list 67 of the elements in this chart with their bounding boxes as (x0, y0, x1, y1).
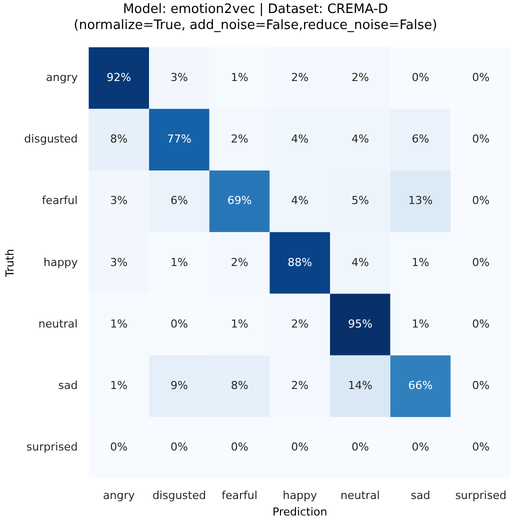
data-label: 2% (351, 70, 369, 84)
y-axis-title: Truth (3, 248, 16, 278)
data-label: 0% (472, 440, 490, 454)
data-label: 4% (351, 256, 369, 269)
y-tick-label: happy (44, 256, 78, 269)
data-label: 1% (230, 317, 248, 330)
y-tick-label: surprised (26, 440, 78, 454)
data-label: 3% (110, 194, 128, 208)
data-label: 66% (408, 379, 433, 392)
data-label: 95% (348, 317, 372, 330)
data-label: 0% (412, 70, 430, 84)
data-label: 2% (291, 70, 309, 84)
y-tick-label: disgusted (24, 132, 78, 146)
data-label: 0% (170, 317, 188, 330)
x-axis-title: Prediction (272, 505, 328, 518)
y-tick-label: fearful (42, 194, 78, 208)
data-label: 0% (472, 132, 490, 146)
data-label: 13% (408, 194, 433, 208)
data-label: 0% (472, 317, 490, 330)
data-label: 4% (291, 194, 309, 208)
y-tick-label: sad (58, 379, 78, 392)
data-label: 5% (351, 194, 369, 208)
data-label: 77% (166, 132, 192, 146)
data-label: 2% (230, 132, 248, 146)
data-label: 69% (227, 194, 252, 208)
data-label: 92% (106, 70, 132, 84)
chart-title: Model: emotion2vec | Dataset: CREMA-D (122, 2, 388, 18)
data-label: 0% (412, 440, 430, 454)
data-label: 8% (110, 132, 128, 146)
x-tick-label: happy (282, 489, 318, 502)
data-label: 1% (110, 317, 128, 330)
data-label: 0% (472, 194, 490, 208)
chart-subtitle: (normalize=True, add_noise=False,reduce_noise=False) (74, 18, 438, 33)
data-label: 1% (412, 317, 430, 330)
x-tick-label: surprised (455, 489, 506, 502)
data-label: 4% (291, 132, 309, 146)
data-label: 8% (230, 379, 248, 392)
data-label: 88% (288, 256, 312, 269)
data-label: 1% (170, 256, 188, 269)
data-label: 3% (110, 256, 128, 269)
data-label: 14% (348, 379, 372, 392)
data-label: 0% (110, 440, 128, 454)
x-tick-label: sad (410, 489, 430, 502)
data-label: 0% (230, 440, 248, 454)
data-label: 2% (291, 317, 309, 330)
data-label: 0% (351, 440, 369, 454)
data-label: 2% (291, 379, 309, 392)
data-label: 0% (472, 256, 490, 269)
data-label: 6% (170, 194, 188, 208)
data-label: 0% (472, 379, 490, 392)
data-label: 6% (412, 132, 430, 146)
data-label: 2% (230, 256, 248, 269)
data-label: 0% (472, 70, 490, 84)
x-tick-label: fearful (222, 489, 258, 502)
data-label: 4% (351, 132, 369, 146)
data-label: 0% (291, 440, 309, 454)
y-tick-label: angry (46, 70, 78, 84)
data-label: 1% (110, 379, 128, 392)
x-tick-label: disgusted (152, 489, 206, 502)
data-label: 1% (230, 70, 248, 84)
data-label: 3% (170, 70, 188, 84)
x-tick-label: angry (103, 489, 136, 502)
data-label: 0% (170, 440, 188, 454)
y-tick-label: neutral (38, 317, 78, 330)
data-label: 9% (170, 379, 188, 392)
data-label: 1% (412, 256, 430, 269)
x-tick-label: neutral (340, 489, 380, 502)
